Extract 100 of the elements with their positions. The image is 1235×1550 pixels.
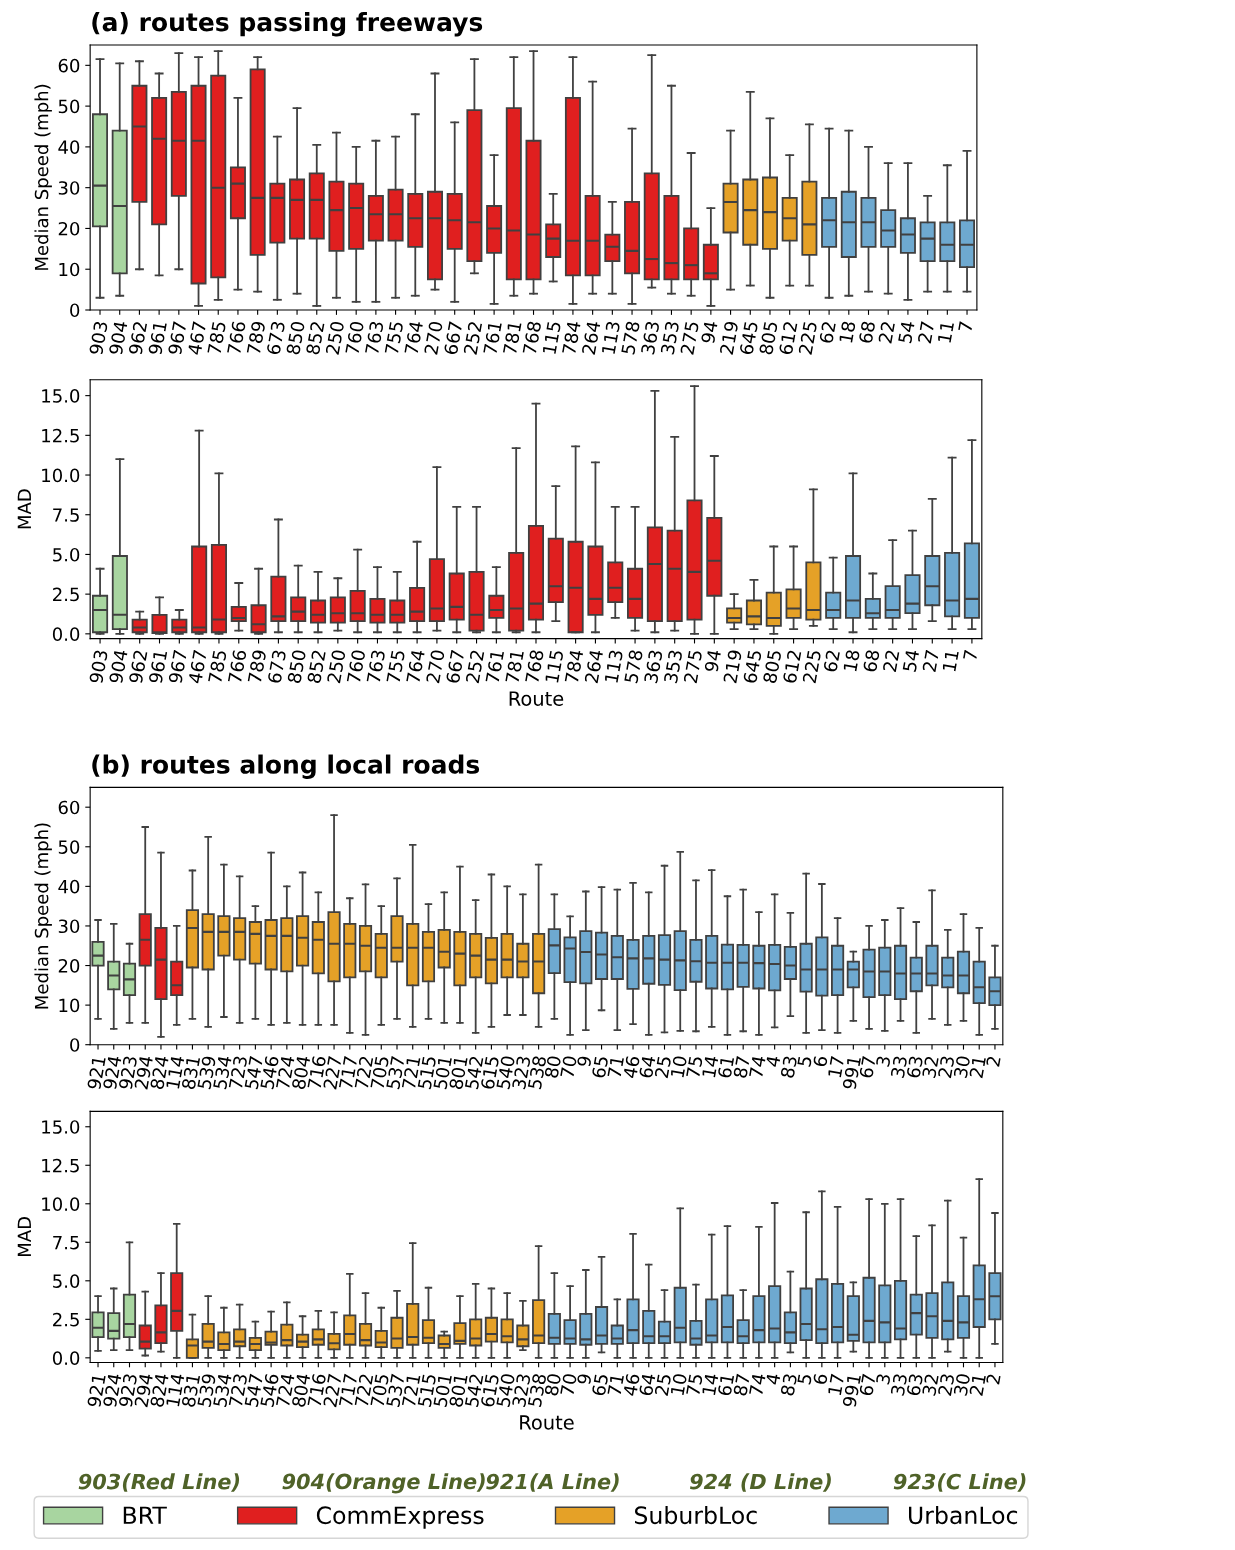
legend-label: SuburbLoc — [634, 1505, 757, 1525]
x-axis-title: Route — [509, 691, 564, 706]
x-tick-label: 62 — [819, 321, 836, 344]
x-tick-label: 645 — [742, 649, 762, 684]
x-axis-title: Route — [520, 1415, 574, 1430]
x-tick-label: 23 — [937, 1055, 955, 1079]
x-tick-label: 961 — [148, 650, 168, 684]
x-tick-label: 5 — [797, 1373, 813, 1385]
x-tick-label: 717 — [339, 1373, 358, 1408]
x-tick-label: 62 — [823, 650, 841, 673]
x-tick-label: 33 — [890, 1373, 908, 1396]
x-tick-label: 363 — [640, 321, 660, 355]
x-tick-label: 68 — [862, 649, 880, 673]
x-tick-label: 71 — [607, 1056, 624, 1078]
text: 904(Orange Line) — [282, 1473, 485, 1494]
x-tick-label: 61 — [717, 1056, 735, 1079]
x-tick-label: 18 — [843, 649, 860, 672]
x-tick-label: 785 — [207, 321, 227, 355]
x-tick-label: 64 — [638, 1373, 656, 1396]
x-tick-label: 763 — [366, 649, 386, 684]
x-tick-label: 264 — [581, 320, 601, 355]
x-tick-label: 763 — [364, 321, 384, 355]
x-tick-label: 275 — [680, 321, 700, 355]
x-tick-label: 27 — [917, 321, 935, 344]
x-tick-label: 270 — [425, 649, 445, 684]
x-tick-label: 673 — [266, 321, 286, 355]
x-tick-label: 74 — [749, 1373, 766, 1396]
x-tick-label: 766 — [226, 320, 246, 355]
x-tick-label: 225 — [802, 649, 822, 684]
x-tick-label: 64 — [638, 1055, 656, 1079]
x-tick-label: 6 — [812, 1055, 828, 1067]
y-tick-label: 12.5 — [42, 428, 79, 443]
x-tick-label: 768 — [522, 321, 542, 355]
x-tick-label: 63 — [906, 1055, 924, 1079]
y-axis-title: Median Speed (mph) — [34, 823, 52, 1009]
y-tick-label: 7.5 — [53, 1235, 79, 1250]
x-tick-label: 21 — [969, 1373, 986, 1396]
x-tick-label: 250 — [326, 649, 346, 684]
x-tick-label: 673 — [267, 649, 287, 684]
chart-title: (b) routes along local roads — [92, 754, 480, 779]
x-tick-label: 21 — [969, 1056, 986, 1079]
x-tick-label: 30 — [953, 1055, 971, 1079]
legend-label: UrbanLoc — [909, 1505, 1018, 1525]
x-tick-label: 353 — [663, 649, 683, 684]
x-tick-label: 764 — [404, 320, 424, 355]
x-tick-label: 766 — [227, 649, 247, 684]
y-tick-label: 12.5 — [42, 1158, 79, 1173]
x-tick-label: 578 — [621, 321, 640, 355]
x-tick-label: 18 — [838, 320, 856, 343]
y-tick-label: 2.5 — [53, 587, 79, 602]
x-tick-label: 25 — [654, 1056, 672, 1079]
x-tick-label: 275 — [683, 649, 703, 684]
x-tick-label: 17 — [827, 1373, 845, 1396]
y-tick-label: 0.0 — [52, 1351, 80, 1365]
x-tick-label: 252 — [463, 321, 483, 355]
x-tick-label: 962 — [128, 650, 148, 684]
x-tick-label: 252 — [465, 650, 485, 684]
x-tick-label: 3 — [875, 1373, 891, 1385]
y-tick-label: 20 — [58, 221, 80, 236]
x-tick-label: 113 — [604, 649, 624, 683]
x-tick-label: 25 — [654, 1373, 672, 1396]
x-tick-label: 54 — [898, 320, 915, 344]
x-tick-label: 75 — [686, 1056, 703, 1079]
x-tick-label: 2 — [985, 1374, 1001, 1385]
y-tick-label: 0 — [70, 303, 80, 318]
x-tick-label: 83 — [780, 1055, 798, 1079]
x-tick-label: 33 — [890, 1055, 908, 1079]
y-tick-label: 60 — [58, 58, 80, 73]
legend-label: BRT — [123, 1506, 167, 1524]
y-tick-label: 10.0 — [42, 1197, 80, 1211]
x-tick-label: 10 — [670, 1055, 688, 1078]
x-tick-label: 115 — [545, 649, 564, 683]
x-tick-label: 71 — [607, 1373, 624, 1396]
x-tick-label: 903 — [88, 321, 108, 355]
x-tick-label: 667 — [443, 321, 463, 355]
x-tick-label: 667 — [445, 649, 465, 684]
x-tick-label: 219 — [719, 321, 739, 355]
x-tick-label: 63 — [906, 1373, 924, 1396]
x-tick-label: 789 — [247, 649, 267, 684]
x-tick-label: 850 — [287, 649, 307, 684]
y-tick-label: 40 — [58, 140, 80, 155]
x-tick-label: 785 — [207, 649, 227, 684]
x-tick-label: 789 — [246, 321, 266, 355]
y-tick-label: 30 — [58, 181, 80, 195]
x-tick-label: 784 — [561, 320, 581, 355]
x-tick-label: 967 — [167, 321, 187, 355]
x-tick-label: 353 — [660, 321, 680, 355]
x-tick-label: 903 — [88, 649, 108, 684]
x-tick-label: 32 — [921, 1374, 939, 1396]
y-tick-label: 40 — [58, 879, 80, 894]
x-tick-label: 781 — [505, 650, 525, 684]
x-tick-label: 761 — [485, 650, 505, 684]
y-tick-label: 30 — [58, 919, 80, 934]
legend-label: CommExpress — [316, 1506, 484, 1529]
x-tick-label: 612 — [778, 321, 798, 355]
y-axis-title: Median Speed (mph) — [34, 84, 52, 270]
y-tick-label: 0 — [70, 1038, 80, 1052]
y-tick-label: 60 — [58, 800, 80, 815]
x-tick-label: 250 — [325, 320, 345, 355]
y-tick-label: 7.5 — [53, 508, 79, 522]
